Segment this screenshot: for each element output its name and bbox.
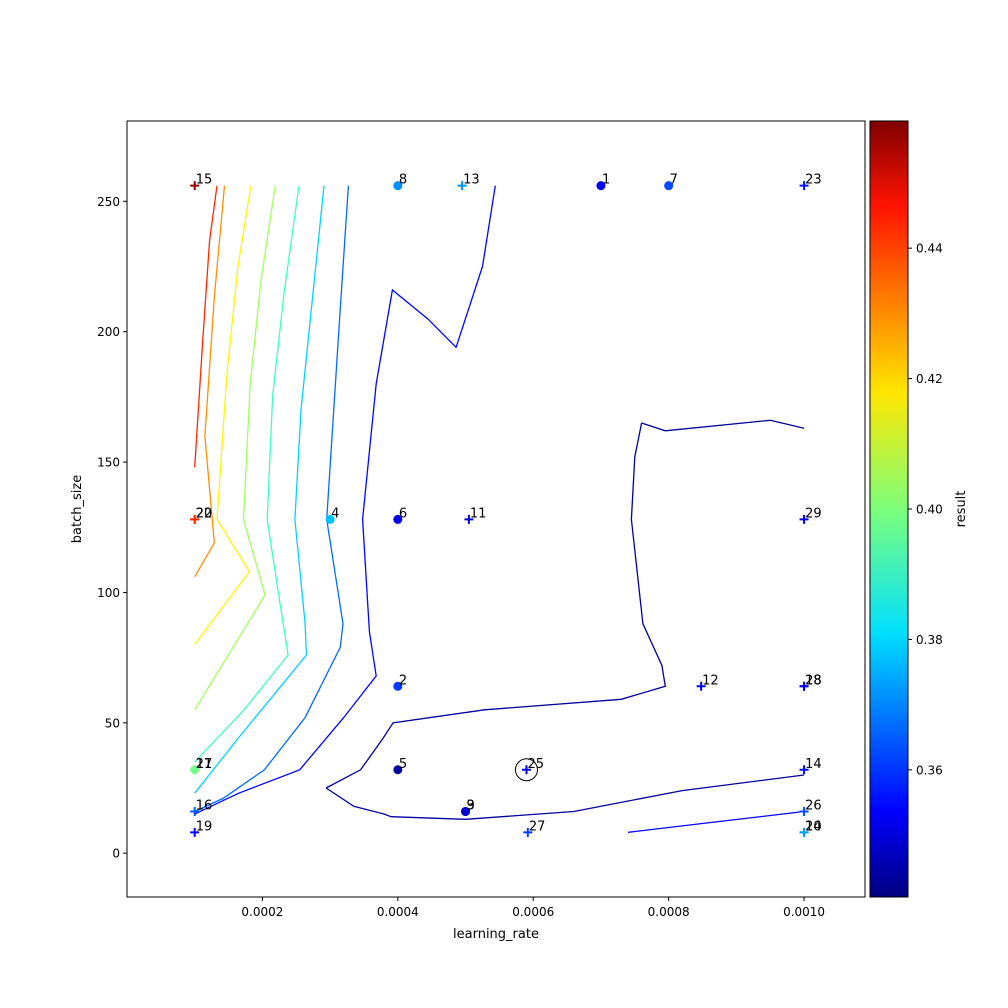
point-marker [393,514,403,524]
point-label: 12 [702,673,719,688]
y-tick-label: 150 [97,456,120,470]
point-label: 18 [805,673,822,688]
point-marker [523,827,533,837]
point-marker [799,681,809,691]
data-points [190,181,809,837]
x-tick-label: 0.0002 [241,905,283,919]
point-label: 23 [805,173,822,188]
colorbar-label: result [954,491,969,528]
point-label: 22 [196,506,213,521]
point-marker [393,181,403,191]
point-marker [799,181,809,191]
point-label: 2 [399,673,407,688]
contour-line [194,185,218,468]
point-label: 19 [196,819,213,834]
contour-line [325,422,667,789]
x-axis-label: learning_rate [453,927,539,942]
y-tick-label: 50 [105,716,120,730]
point-marker [664,181,674,191]
x-tick-label: 0.0008 [648,905,690,919]
plot-area [127,121,865,897]
y-tick-label: 0 [112,847,120,861]
point-labels: 1234567891011121314151617181920212223242… [196,173,822,835]
point-marker [190,765,200,775]
point-label: 27 [529,819,546,834]
colorbar-gradient [870,121,908,897]
point-label: 3 [467,798,475,813]
point-label: 8 [399,173,407,188]
point-marker [325,514,335,524]
point-label: 9 [467,798,475,813]
point-label: 15 [196,173,213,188]
point-label: 28 [805,673,822,688]
point-marker [464,514,474,524]
point-marker [457,181,467,191]
point-marker [190,806,200,816]
point-marker [596,181,606,191]
point-label: 26 [805,798,822,813]
contour-line [194,185,350,813]
contour-line [194,185,300,763]
point-label: 24 [805,819,822,834]
point-label: 25 [527,757,544,772]
x-tick-label: 0.0010 [783,905,825,919]
point-label: 6 [399,506,407,521]
contour-line [194,185,276,711]
point-marker [799,765,809,775]
contour-line [641,419,805,432]
colorbar-tick-label: 0.36 [916,763,943,777]
contour-line [194,185,226,578]
point-label: 17 [196,757,213,772]
x-tick-label: 0.0006 [512,905,554,919]
point-marker [190,181,200,191]
colorbar-tick-label: 0.44 [916,242,943,256]
point-marker [696,681,706,691]
colorbar-tick-label: 0.38 [916,633,943,647]
contour-lines [194,185,805,833]
contour-line [325,774,805,820]
point-label: 11 [470,506,487,521]
point-marker [190,514,200,524]
point-marker [799,514,809,524]
x-tick-label: 0.0004 [377,905,419,919]
contour-line [194,185,496,815]
point-label: 14 [805,757,822,772]
colorbar-ticks: 0.36 0.38 0.40 0.42 0.44 [908,242,943,777]
point-label: 10 [805,819,822,834]
point-label: 16 [196,798,213,813]
y-tick-label: 200 [97,325,120,339]
point-label: 1 [602,173,610,188]
contour-line [194,185,325,794]
point-marker [461,806,471,816]
point-label: 5 [399,757,407,772]
point-marker [521,765,531,775]
point-label: 13 [463,173,480,188]
plot-frame [126,120,866,898]
y-tick-label: 250 [97,195,120,209]
point-marker [393,681,403,691]
point-label: 21 [196,757,213,772]
colorbar: 0.36 0.38 0.40 0.42 0.44 result [869,120,969,898]
point-marker [799,806,809,816]
contour-line [194,185,252,645]
point-marker [190,827,200,837]
colorbar-tick-label: 0.42 [916,372,943,386]
point-label: 4 [331,506,339,521]
y-tick-label: 100 [97,586,120,600]
point-label: 7 [670,173,678,188]
x-axis-ticks: 0.0002 0.0004 0.0006 0.0008 0.0010 [241,897,825,919]
point-marker [393,765,403,775]
point-marker [799,827,809,837]
contour-line [627,810,805,833]
point-label: 29 [805,506,822,521]
colorbar-tick-label: 0.40 [916,503,943,517]
y-axis-ticks: 0 50 100 150 200 250 [97,195,127,861]
best-point-ring [514,758,538,782]
point-label: 20 [196,506,213,521]
y-axis-label: batch_size [70,475,85,543]
